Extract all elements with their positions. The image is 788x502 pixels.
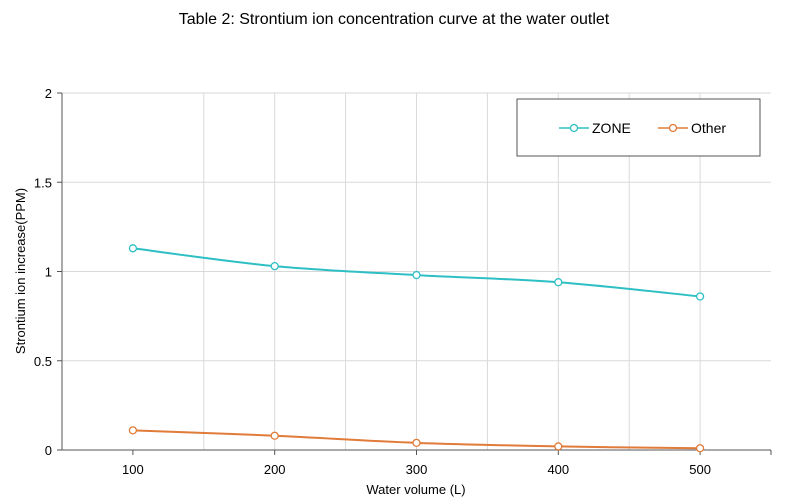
y-tick-label: 0.5 <box>34 354 52 369</box>
x-tick-label: 400 <box>547 462 569 477</box>
data-point-other <box>695 444 705 453</box>
data-point-zone <box>128 244 138 253</box>
data-point-other <box>412 438 421 448</box>
y-axis-label: Strontium ion increase(PPM) <box>13 188 28 354</box>
data-point-zone <box>412 270 421 280</box>
series-layer <box>128 244 705 453</box>
data-point-other <box>128 426 138 435</box>
x-tick-label: 100 <box>122 462 144 477</box>
data-point-zone <box>695 292 705 301</box>
chart-title: Table 2: Strontium ion concentration cur… <box>179 11 610 28</box>
legend-other-marker <box>668 123 678 133</box>
data-point-other <box>554 442 563 451</box>
x-tick-label: 200 <box>264 462 286 477</box>
x-tick-label: 300 <box>406 462 428 477</box>
data-point-other <box>270 431 279 440</box>
y-tick-label: 1.5 <box>34 175 52 190</box>
legend-other-label: Other <box>691 120 726 136</box>
y-tick-label: 0 <box>45 443 52 458</box>
legend-zone-label: ZONE <box>592 120 631 136</box>
legend-zone-marker <box>569 123 579 133</box>
y-tick-label: 2 <box>45 86 52 101</box>
y-tick-label: 1 <box>45 265 52 280</box>
axes-layer: 0 0.5 1 1.5 2 100 200 300 400 500 <box>34 86 772 477</box>
x-tick-label: 500 <box>689 462 711 477</box>
data-point-zone <box>270 261 279 271</box>
legend-box <box>516 98 761 157</box>
x-axis-label: Water volume (L) <box>366 482 465 497</box>
data-point-zone <box>554 278 563 287</box>
legend: ZONE Other <box>516 98 761 157</box>
